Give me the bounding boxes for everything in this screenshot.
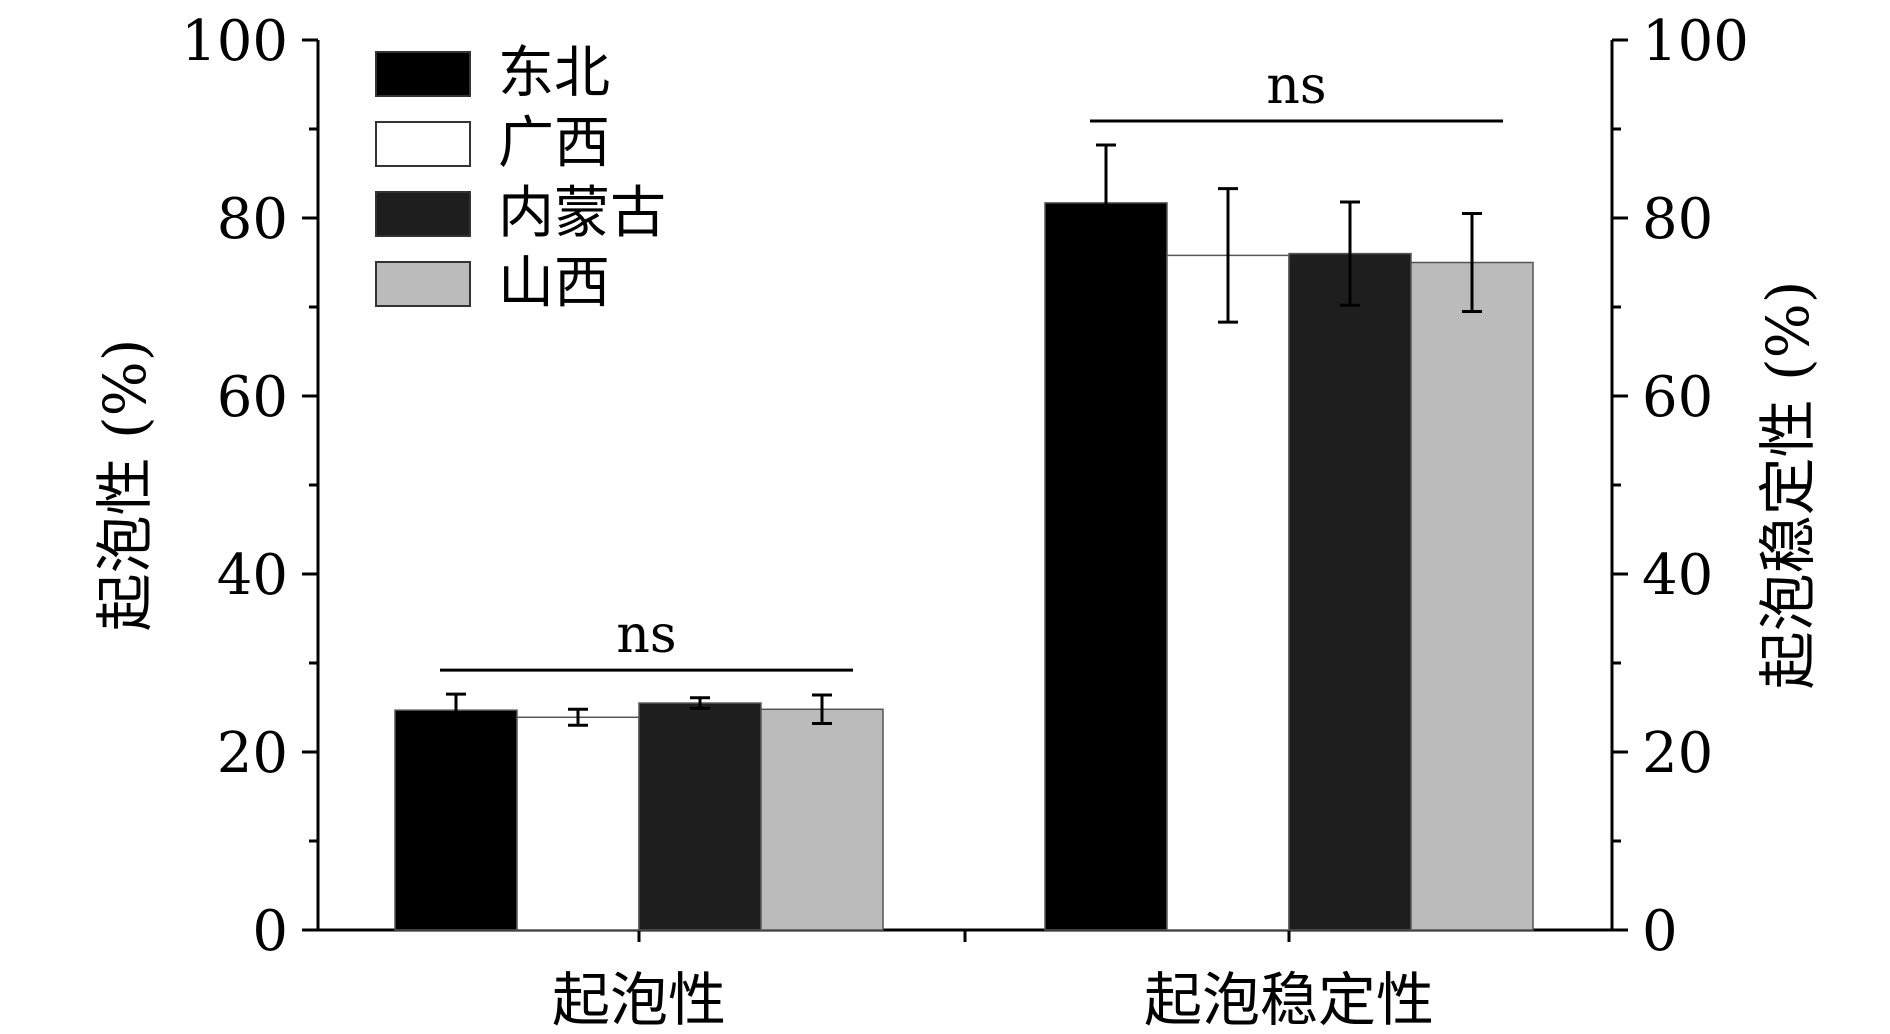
left-y-tick-label: 0 — [252, 899, 288, 964]
legend-label: 广西 — [498, 111, 610, 176]
legend-swatch — [375, 261, 471, 307]
axes: 0 0 20 20 40 40 60 60 80 80 100 100 起泡性 起泡稳定性 起泡性 (%) 起… — [91, 9, 1822, 1034]
right-y-tick-label: 80 — [1642, 187, 1713, 252]
left-y-tick-label: 80 — [217, 187, 288, 252]
annotations: ns ns — [440, 56, 1503, 672]
left-y-tick-label: 60 — [217, 365, 288, 430]
right-y-axis-title: 起泡稳定性 (%) — [1754, 281, 1822, 690]
bar — [1166, 254, 1290, 931]
significance-label: ns — [616, 605, 676, 665]
bar — [394, 709, 518, 931]
bar — [1410, 261, 1534, 931]
bars — [394, 202, 1534, 931]
left-y-axis-title: 起泡性 (%) — [91, 339, 159, 632]
right-y-tick-label: 40 — [1642, 543, 1713, 608]
right-y-tick-label: 20 — [1642, 721, 1713, 786]
significance-label: ns — [1266, 56, 1326, 116]
legend-label: 东北 — [498, 41, 610, 106]
legend-swatch — [375, 121, 471, 167]
bar — [1044, 202, 1168, 931]
left-y-tick-label: 40 — [217, 543, 288, 608]
x-category-label: 起泡性 — [552, 966, 726, 1034]
right-y-tick-label: 60 — [1642, 365, 1713, 430]
bar — [638, 702, 762, 931]
x-category-label: 起泡稳定性 — [1144, 966, 1434, 1034]
legend-swatch — [375, 51, 471, 97]
right-y-tick-label: 0 — [1642, 899, 1678, 964]
bar — [516, 716, 640, 931]
bar — [1288, 252, 1412, 931]
left-y-tick-label: 100 — [181, 9, 288, 74]
legend-swatch — [375, 191, 471, 237]
left-y-tick-label: 20 — [217, 721, 288, 786]
right-y-tick-label: 100 — [1642, 9, 1749, 74]
legend-label: 山西 — [498, 251, 610, 316]
bar — [760, 708, 884, 931]
error-bars — [446, 143, 1482, 728]
legend-label: 内蒙古 — [498, 181, 666, 246]
